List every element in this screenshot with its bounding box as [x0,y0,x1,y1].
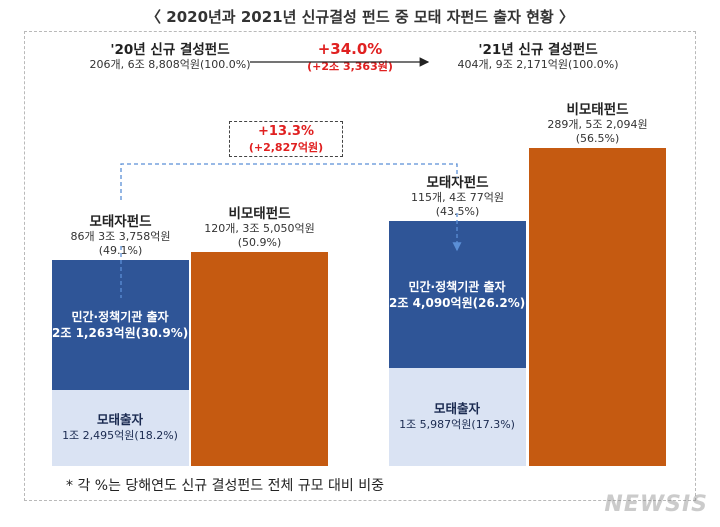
summary-2020-heading: '20년 신규 결성펀드 [110,42,230,58]
chart-frame [24,31,696,501]
label-2021-nonmother-detail-1: 289개, 5조 2,094원 [547,117,648,131]
bar-2020-nonmother [191,251,328,466]
label-2020-private: 민간·정책기관 출자 2조 1,263억원(30.9%) [52,309,188,341]
summary-growth-amount: (+2조 3,363원) [307,60,393,73]
label-2020-mother-fund: 모태자펀드 86개 3조 3,758억원 (49.1%) [41,210,201,258]
label-2021-mother-detail-2: (43.5%) [435,205,480,219]
summary-growth-pct: +34.0% [317,40,383,58]
summary-2021-heading: '21년 신규 결성펀드 [478,42,598,58]
bar-2021-mother-invest [389,368,526,466]
label-2021-mother-invest-name: 모태출자 [433,401,480,417]
label-2021-mother-heading: 모태자펀드 [426,175,489,192]
label-2021-private-value: 2조 4,090억원(26.2%) [389,295,526,310]
label-2020-private-name: 민간·정책기관 출자 [71,309,169,324]
label-2021-nonmother-detail-2: (56.5%) [575,131,620,145]
label-2020-mother-heading: 모태자펀드 [89,213,152,230]
mother-fund-growth: +13.3% (+2,827억원) [229,124,343,155]
label-2021-mother-detail-1: 115개, 4조 77억원 [411,191,504,205]
label-2021-private-name: 민간·정책기관 출자 [408,279,506,294]
label-2020-mother-invest-value: 1조 2,495억원(18.2%) [62,428,178,442]
label-2021-mother-invest: 모태출자 1조 5,987억원(17.3%) [389,401,525,433]
mother-fund-growth-pct: +13.3% [258,124,314,139]
summary-2021-detail: 404개, 9조 2,171억원(100.0%) [457,58,619,71]
page-title: 〈 2020년과 2021년 신규결성 펀드 중 모태 자펀드 출자 현황 〉 [146,8,574,26]
summary-growth: +34.0% (+2조 3,363원) [290,40,410,74]
label-2021-nonmother-heading: 비모태펀드 [566,101,629,118]
label-2021-nonmother-fund: 비모태펀드 289개, 5조 2,094원 (56.5%) [518,98,678,146]
label-2020-private-value: 2조 1,263억원(30.9%) [52,325,189,340]
label-2020-nonmother-detail-1: 120개, 3조 5,050억원 [204,221,315,235]
bar-2021-nonmother [529,147,666,466]
label-2021-mother-fund: 모태자펀드 115개, 4조 77억원 (43.5%) [378,171,538,219]
label-2020-mother-invest-name: 모태출자 [96,411,143,427]
label-2020-nonmother-fund: 비모태펀드 120개, 3조 5,050억원 (50.9%) [180,202,340,250]
mother-fund-growth-connector [120,163,458,200]
footnote: * 각 %는 당해연도 신규 결성펀드 전체 규모 대비 비중 [66,478,384,494]
summary-2020: '20년 신규 결성펀드 206개, 6조 8,808억원(100.0%) [70,38,270,72]
mother-fund-growth-box [229,121,343,157]
watermark-logo: NEWSIS [604,492,708,517]
mother-fund-growth-amount: (+2,827억원) [248,141,324,154]
summary-2021: '21년 신규 결성펀드 404개, 9조 2,171억원(100.0%) [438,38,638,72]
bar-2020-mother-invest [52,389,189,466]
label-2021-private: 민간·정책기관 출자 2조 4,090억원(26.2%) [389,279,525,311]
label-2020-nonmother-heading: 비모태펀드 [228,205,291,222]
label-2020-nonmother-detail-2: (50.9%) [237,235,282,249]
label-2020-mother-detail-1: 86개 3조 3,758억원 [70,229,171,243]
label-2021-mother-invest-value: 1조 5,987억원(17.3%) [399,418,515,432]
label-2020-mother-detail-2: (49.1%) [98,243,143,257]
summary-2020-detail: 206개, 6조 8,808억원(100.0%) [89,58,251,71]
label-2020-mother-invest: 모태출자 1조 2,495억원(18.2%) [52,412,188,444]
